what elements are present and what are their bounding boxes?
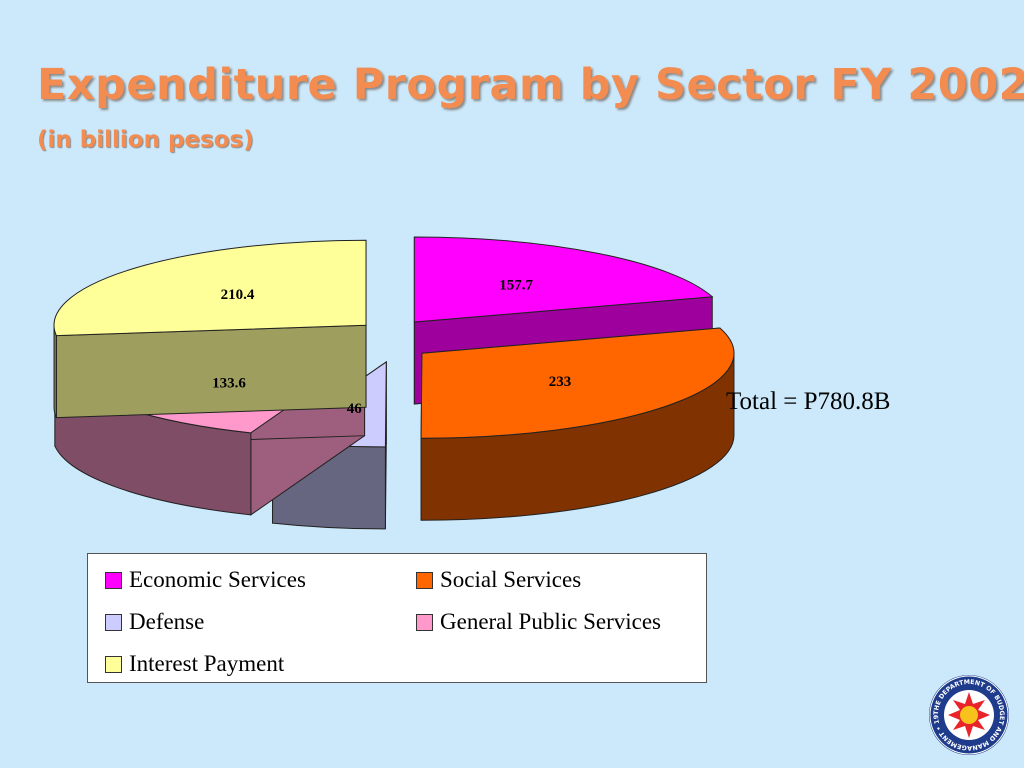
total-label: Total = P780.8B [726, 388, 891, 415]
legend-swatch-interest-payment [105, 655, 122, 673]
page-subtitle: (in billion pesos) [37, 127, 254, 153]
pie-slice-wall [55, 324, 367, 419]
legend-swatch-general-public-services [416, 613, 433, 631]
legend-label: Interest Payment [129, 651, 285, 676]
legend-label: Social Services [440, 567, 582, 592]
legend-swatch-economic-services [105, 571, 122, 589]
legend-item-social-services: Social Services [416, 567, 581, 593]
legend-item-economic-services: Economic Services [105, 567, 306, 593]
pie-slice [53, 239, 367, 419]
data-label: 233 [549, 374, 572, 390]
legend-label: Defense [129, 609, 205, 634]
pie-slice [420, 327, 735, 521]
pie-slice-top [420, 327, 735, 439]
pie-slice-side [53, 325, 57, 418]
pie-slice-top [413, 236, 714, 323]
dbm-seal-logo: THE DEPARTMENT OF BUDGET AND MANAGEMENT … [928, 674, 1009, 755]
legend-item-interest-payment: Interest Payment [105, 651, 284, 677]
pie-slice-top [53, 239, 367, 337]
legend-item-defense: Defense [105, 609, 204, 635]
chart-legend: Economic Services Social Services Defens… [87, 553, 707, 683]
legend-item-general-public-services: General Public Services [416, 609, 661, 635]
data-label: 133.6 [212, 375, 246, 391]
legend-swatch-defense [105, 613, 122, 631]
data-label: 210.4 [221, 287, 255, 303]
legend-label: General Public Services [440, 609, 661, 634]
data-label: 46 [347, 401, 363, 417]
legend-label: Economic Services [129, 567, 306, 592]
data-label: 157.7 [499, 277, 533, 293]
legend-swatch-social-services [416, 571, 433, 589]
page-title: Expenditure Program by Sector FY 2002 [37, 60, 1024, 110]
